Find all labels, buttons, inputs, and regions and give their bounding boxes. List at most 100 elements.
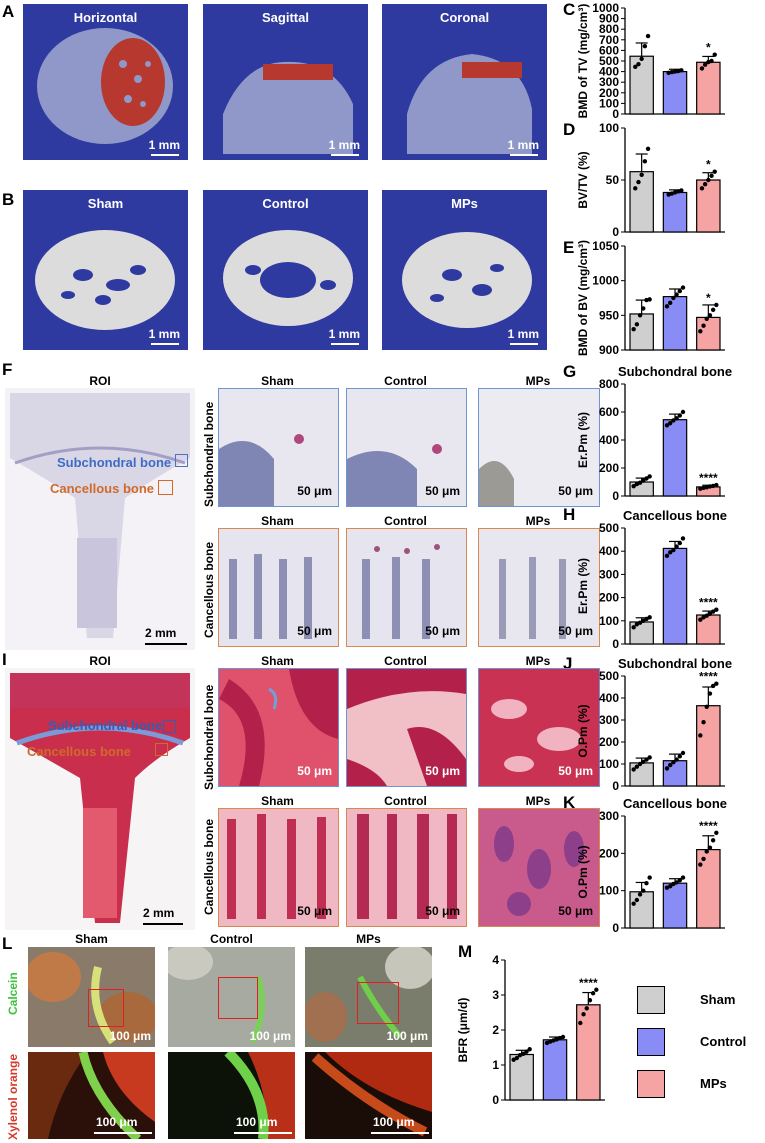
data-point xyxy=(590,991,596,996)
legend-swatch-sham xyxy=(637,986,665,1014)
scale-label: 100 μm xyxy=(109,1029,151,1043)
panel-label-m: M xyxy=(458,942,473,961)
data-point xyxy=(514,1055,520,1061)
scale-bar xyxy=(510,154,538,156)
y-tick-label: 600 xyxy=(599,43,619,57)
microct-title: Sham xyxy=(87,196,124,211)
significance-marker: **** xyxy=(699,819,718,833)
legend-label-mps: MPs xyxy=(700,1076,727,1091)
microct-title: Control xyxy=(262,196,309,211)
y-tick-label: 3 xyxy=(492,988,499,1002)
data-point xyxy=(671,547,676,553)
panel-label-b: B xyxy=(2,190,15,209)
chart-j-opm-subchondral: 0 100 200 300 400 500 O.Pm (%) Subchondral bone… xyxy=(576,656,732,793)
trap-cancellous-mps: 50 μm xyxy=(478,528,600,647)
data-point xyxy=(633,64,638,70)
y-tick-label: 400 xyxy=(599,433,619,447)
roi-image-f: Subchondral bone Cancellous bone 2 mm xyxy=(5,388,195,650)
data-point xyxy=(647,875,652,880)
chart-g-erpm-subchondral: 0 200 400 600 800 Er.Pm (%) Subchondral bone **… xyxy=(576,364,732,503)
data-point xyxy=(631,625,636,630)
y-tick-label: 1050 xyxy=(592,239,619,253)
data-point xyxy=(699,66,705,71)
fluor-calcein-sham: 100 μm xyxy=(28,947,155,1047)
y-tick-label: 800 xyxy=(599,22,619,36)
microct-title: Horizontal xyxy=(73,10,138,25)
col-header-control-f1: Control xyxy=(384,374,427,388)
scale-bar xyxy=(151,343,179,345)
data-point xyxy=(664,553,670,559)
row-label-xylenol: Xylenol orange xyxy=(6,1053,20,1140)
data-point xyxy=(639,172,644,177)
data-point xyxy=(709,58,714,64)
data-point xyxy=(714,830,719,835)
scale-bar xyxy=(151,154,179,156)
scale-label: 1 mm xyxy=(328,138,360,152)
roi-label-subchondral: Subchondral bone xyxy=(48,718,163,733)
bar-control xyxy=(542,1039,568,1101)
row-label-subchondral-f: Subchondral bone xyxy=(202,401,216,507)
y-tick-label: 300 xyxy=(599,809,619,823)
bar-mps xyxy=(576,1004,601,1101)
data-point xyxy=(698,862,703,867)
scale-label: 50 μm xyxy=(425,904,460,918)
panel-label-i: I xyxy=(2,650,7,669)
col-header-sham-i2: Sham xyxy=(261,794,294,808)
fluor-xylenol-control: 100 μm xyxy=(168,1052,295,1139)
bar-control xyxy=(662,70,688,115)
y-axis-label: O.Pm (%) xyxy=(576,704,590,757)
data-point xyxy=(707,691,713,696)
zoom-box xyxy=(357,982,399,1024)
data-point xyxy=(712,52,717,57)
significance-marker: * xyxy=(706,41,711,55)
panel-label-h: H xyxy=(563,505,576,524)
significance-marker: **** xyxy=(579,976,598,990)
col-header-control-i1: Control xyxy=(384,654,427,668)
data-point xyxy=(707,845,713,850)
zoom-box xyxy=(218,977,258,1019)
data-point xyxy=(647,297,652,302)
scale-label: 50 μm xyxy=(425,624,460,638)
row-label-subchondral-i: Subchondral bone xyxy=(202,684,216,790)
significance-marker: * xyxy=(706,291,711,305)
roi-title: ROI xyxy=(89,654,111,668)
roi-label-subchondral: Subchondral bone xyxy=(57,455,172,470)
y-tick-label: 300 xyxy=(599,75,619,89)
chart-m-bfr: 0 1 2 3 4 BFR (μm/d) **** xyxy=(456,953,605,1107)
data-point xyxy=(674,292,679,297)
y-tick-label: 2 xyxy=(492,1023,499,1037)
y-tick-label: 300 xyxy=(599,713,619,727)
y-tick-label: 1 xyxy=(492,1058,499,1072)
data-point xyxy=(698,329,703,334)
data-point xyxy=(714,607,719,612)
bar-sham xyxy=(629,55,654,115)
microct-title: MPs xyxy=(451,196,478,211)
y-tick-label: 100 xyxy=(599,884,619,898)
roi-label-cancellous: Cancellous bone xyxy=(50,481,155,496)
data-point xyxy=(668,883,673,889)
data-point xyxy=(668,421,673,426)
data-point xyxy=(641,888,646,893)
masson-subchondral-control: 50 μm xyxy=(346,668,467,787)
panel-label-j: J xyxy=(563,654,573,673)
trap-subchondral-sham: 50 μm xyxy=(218,388,339,507)
y-axis-label: Er.Pm (%) xyxy=(576,412,590,468)
chart-title: Subchondral bone xyxy=(618,364,732,379)
data-point xyxy=(701,323,706,328)
data-point xyxy=(704,704,709,709)
data-point xyxy=(674,416,679,421)
data-point xyxy=(677,413,682,418)
y-axis-label: O.Pm (%) xyxy=(576,845,590,898)
data-point xyxy=(677,754,682,759)
panel-label-l: L xyxy=(2,934,13,953)
panel-label-d: D xyxy=(563,120,576,139)
y-tick-label: 1000 xyxy=(592,274,619,288)
data-point xyxy=(710,307,716,312)
scale-label: 2 mm xyxy=(145,626,177,640)
fluor-calcein-control: 100 μm xyxy=(168,947,295,1047)
y-tick-label: 400 xyxy=(599,691,619,705)
bar-control xyxy=(662,547,688,645)
bar-mps xyxy=(696,705,721,787)
y-tick-label: 0 xyxy=(612,921,619,935)
